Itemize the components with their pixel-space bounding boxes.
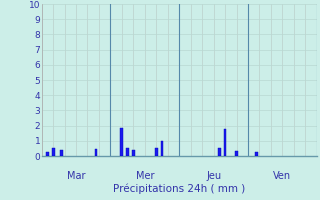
- Bar: [120, 128, 123, 156]
- Bar: [161, 141, 164, 156]
- Bar: [60, 150, 63, 156]
- Bar: [52, 148, 54, 156]
- Bar: [224, 129, 227, 156]
- Bar: [126, 148, 129, 156]
- Bar: [235, 151, 238, 156]
- Text: Mar: Mar: [67, 171, 85, 181]
- Bar: [155, 148, 158, 156]
- Bar: [95, 149, 98, 156]
- Text: Jeu: Jeu: [206, 171, 221, 181]
- Text: Ven: Ven: [273, 171, 292, 181]
- Text: Mer: Mer: [136, 171, 154, 181]
- Text: Précipitations 24h ( mm ): Précipitations 24h ( mm ): [113, 184, 245, 194]
- Bar: [46, 152, 49, 156]
- Bar: [218, 148, 221, 156]
- Bar: [132, 150, 135, 156]
- Bar: [255, 152, 258, 156]
